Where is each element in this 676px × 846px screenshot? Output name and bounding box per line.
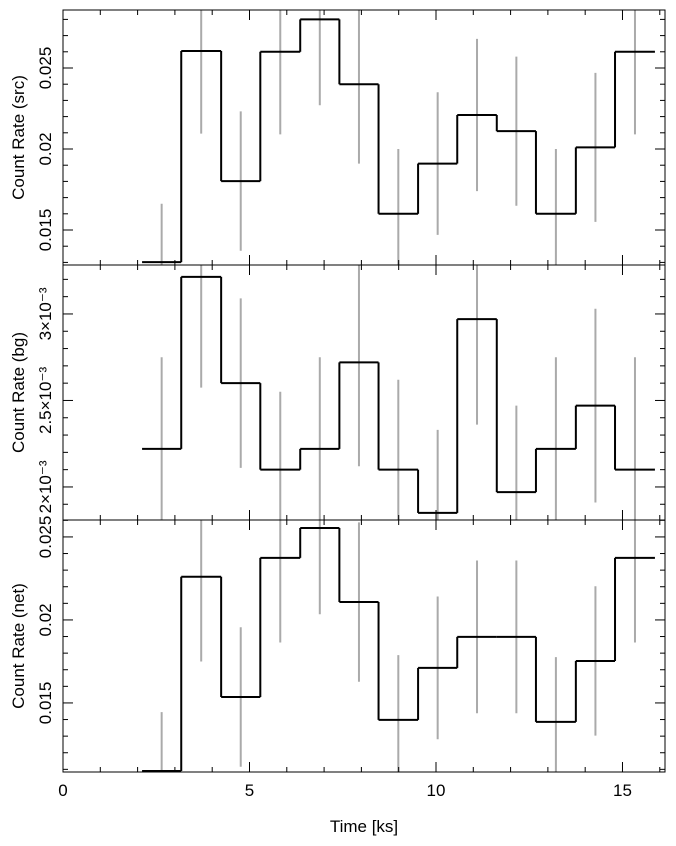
x-tick-label: 10 bbox=[427, 781, 446, 800]
y-tick-label: 0.025 bbox=[36, 516, 55, 559]
y-tick-label: 0.015 bbox=[36, 682, 55, 725]
panel-frame bbox=[62, 9, 666, 266]
y-tick-label: 0.015 bbox=[36, 209, 55, 252]
x-tick-label: 5 bbox=[245, 781, 254, 800]
y-tick-label: 3×10⁻³ bbox=[36, 287, 55, 340]
y-axis-label: Count Rate (bg) bbox=[9, 332, 28, 453]
x-tick-label: 15 bbox=[613, 781, 632, 800]
y-tick-label: 0.02 bbox=[36, 132, 55, 165]
y-tick-label: 0.025 bbox=[36, 47, 55, 90]
y-tick-label: 2×10⁻³ bbox=[36, 460, 55, 513]
plot-area bbox=[142, 10, 655, 265]
x-axis-label: Time [ks] bbox=[330, 817, 398, 836]
y-tick-label: 2.5×10⁻³ bbox=[36, 367, 55, 434]
x-tick-label: 0 bbox=[58, 781, 67, 800]
plot-area bbox=[142, 520, 655, 772]
y-axis-label: Count Rate (net) bbox=[9, 583, 28, 709]
panel-frame bbox=[62, 264, 666, 521]
y-axis-label: Count Rate (src) bbox=[9, 75, 28, 200]
plot-area bbox=[142, 265, 655, 520]
panel-frame bbox=[62, 519, 666, 773]
y-tick-label: 0.02 bbox=[36, 603, 55, 636]
